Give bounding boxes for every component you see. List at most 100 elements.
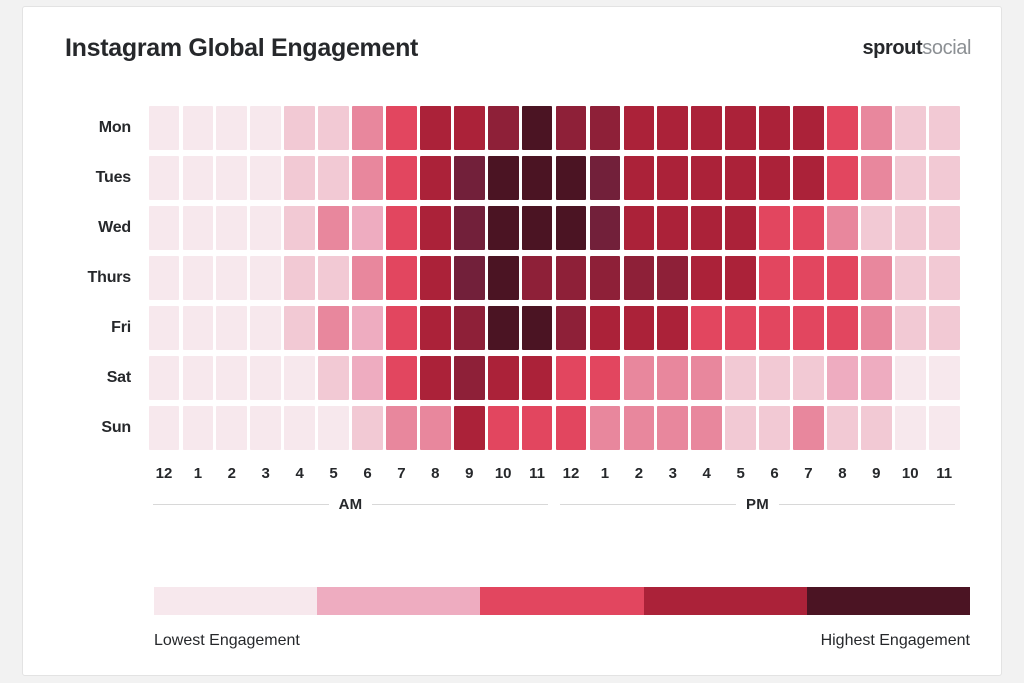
heatmap-cell[interactable]	[216, 106, 248, 150]
heatmap-cell[interactable]	[318, 256, 349, 300]
heatmap-cell[interactable]	[793, 106, 824, 150]
heatmap-cell[interactable]	[928, 406, 960, 450]
heatmap-cell[interactable]	[589, 406, 621, 450]
heatmap-cell[interactable]	[827, 206, 858, 250]
heatmap-cell[interactable]	[657, 206, 689, 250]
heatmap-cell[interactable]	[725, 106, 756, 150]
heatmap-cell[interactable]	[793, 356, 824, 400]
heatmap-cell[interactable]	[182, 406, 214, 450]
heatmap-cell[interactable]	[589, 356, 621, 400]
heatmap-cell[interactable]	[453, 356, 485, 400]
heatmap-cell[interactable]	[352, 356, 383, 400]
heatmap-cell[interactable]	[148, 206, 180, 250]
heatmap-cell[interactable]	[284, 106, 316, 150]
heatmap-cell[interactable]	[759, 206, 790, 250]
heatmap-cell[interactable]	[725, 256, 756, 300]
heatmap-cell[interactable]	[623, 156, 655, 200]
heatmap-cell[interactable]	[894, 106, 926, 150]
heatmap-cell[interactable]	[318, 356, 349, 400]
heatmap-cell[interactable]	[521, 356, 553, 400]
heatmap-cell[interactable]	[691, 156, 723, 200]
heatmap-cell[interactable]	[352, 256, 383, 300]
heatmap-cell[interactable]	[691, 406, 723, 450]
heatmap-cell[interactable]	[623, 306, 655, 350]
heatmap-cell[interactable]	[827, 306, 858, 350]
heatmap-cell[interactable]	[318, 156, 349, 200]
heatmap-cell[interactable]	[148, 106, 180, 150]
heatmap-cell[interactable]	[453, 156, 485, 200]
heatmap-cell[interactable]	[182, 256, 214, 300]
heatmap-cell[interactable]	[182, 356, 214, 400]
heatmap-cell[interactable]	[827, 106, 858, 150]
heatmap-cell[interactable]	[860, 306, 892, 350]
heatmap-cell[interactable]	[860, 206, 892, 250]
heatmap-cell[interactable]	[419, 106, 451, 150]
heatmap-cell[interactable]	[759, 156, 790, 200]
heatmap-cell[interactable]	[487, 356, 519, 400]
heatmap-cell[interactable]	[759, 256, 790, 300]
heatmap-cell[interactable]	[352, 106, 383, 150]
heatmap-cell[interactable]	[759, 406, 790, 450]
heatmap-cell[interactable]	[521, 206, 553, 250]
heatmap-cell[interactable]	[894, 256, 926, 300]
heatmap-cell[interactable]	[589, 306, 621, 350]
heatmap-cell[interactable]	[453, 256, 485, 300]
heatmap-cell[interactable]	[555, 406, 587, 450]
heatmap-cell[interactable]	[521, 406, 553, 450]
heatmap-cell[interactable]	[691, 256, 723, 300]
heatmap-cell[interactable]	[555, 306, 587, 350]
heatmap-cell[interactable]	[657, 156, 689, 200]
heatmap-cell[interactable]	[148, 406, 180, 450]
heatmap-cell[interactable]	[284, 356, 316, 400]
heatmap-cell[interactable]	[623, 206, 655, 250]
heatmap-cell[interactable]	[419, 156, 451, 200]
heatmap-cell[interactable]	[827, 156, 858, 200]
heatmap-cell[interactable]	[691, 356, 723, 400]
heatmap-cell[interactable]	[250, 306, 282, 350]
heatmap-cell[interactable]	[589, 256, 621, 300]
heatmap-cell[interactable]	[691, 306, 723, 350]
heatmap-cell[interactable]	[284, 306, 316, 350]
heatmap-cell[interactable]	[148, 306, 180, 350]
heatmap-cell[interactable]	[216, 256, 248, 300]
heatmap-cell[interactable]	[284, 156, 316, 200]
heatmap-cell[interactable]	[521, 306, 553, 350]
heatmap-cell[interactable]	[657, 306, 689, 350]
heatmap-cell[interactable]	[419, 406, 451, 450]
heatmap-cell[interactable]	[148, 156, 180, 200]
heatmap-cell[interactable]	[759, 356, 790, 400]
heatmap-cell[interactable]	[352, 156, 383, 200]
heatmap-cell[interactable]	[419, 306, 451, 350]
heatmap-cell[interactable]	[250, 106, 282, 150]
heatmap-cell[interactable]	[318, 206, 349, 250]
heatmap-cell[interactable]	[623, 356, 655, 400]
heatmap-cell[interactable]	[623, 406, 655, 450]
heatmap-cell[interactable]	[386, 106, 417, 150]
heatmap-cell[interactable]	[148, 356, 180, 400]
heatmap-cell[interactable]	[725, 406, 756, 450]
heatmap-cell[interactable]	[894, 306, 926, 350]
heatmap-cell[interactable]	[352, 306, 383, 350]
heatmap-cell[interactable]	[657, 406, 689, 450]
heatmap-cell[interactable]	[928, 306, 960, 350]
heatmap-cell[interactable]	[386, 206, 417, 250]
heatmap-cell[interactable]	[555, 156, 587, 200]
heatmap-cell[interactable]	[487, 156, 519, 200]
heatmap-cell[interactable]	[793, 156, 824, 200]
heatmap-cell[interactable]	[657, 256, 689, 300]
heatmap-cell[interactable]	[487, 106, 519, 150]
heatmap-cell[interactable]	[827, 256, 858, 300]
heatmap-cell[interactable]	[759, 306, 790, 350]
heatmap-cell[interactable]	[419, 256, 451, 300]
heatmap-cell[interactable]	[860, 356, 892, 400]
heatmap-cell[interactable]	[725, 356, 756, 400]
heatmap-cell[interactable]	[182, 206, 214, 250]
heatmap-cell[interactable]	[216, 206, 248, 250]
heatmap-cell[interactable]	[623, 106, 655, 150]
heatmap-cell[interactable]	[725, 306, 756, 350]
heatmap-cell[interactable]	[386, 356, 417, 400]
heatmap-cell[interactable]	[928, 356, 960, 400]
heatmap-cell[interactable]	[182, 156, 214, 200]
heatmap-cell[interactable]	[521, 156, 553, 200]
heatmap-cell[interactable]	[386, 156, 417, 200]
